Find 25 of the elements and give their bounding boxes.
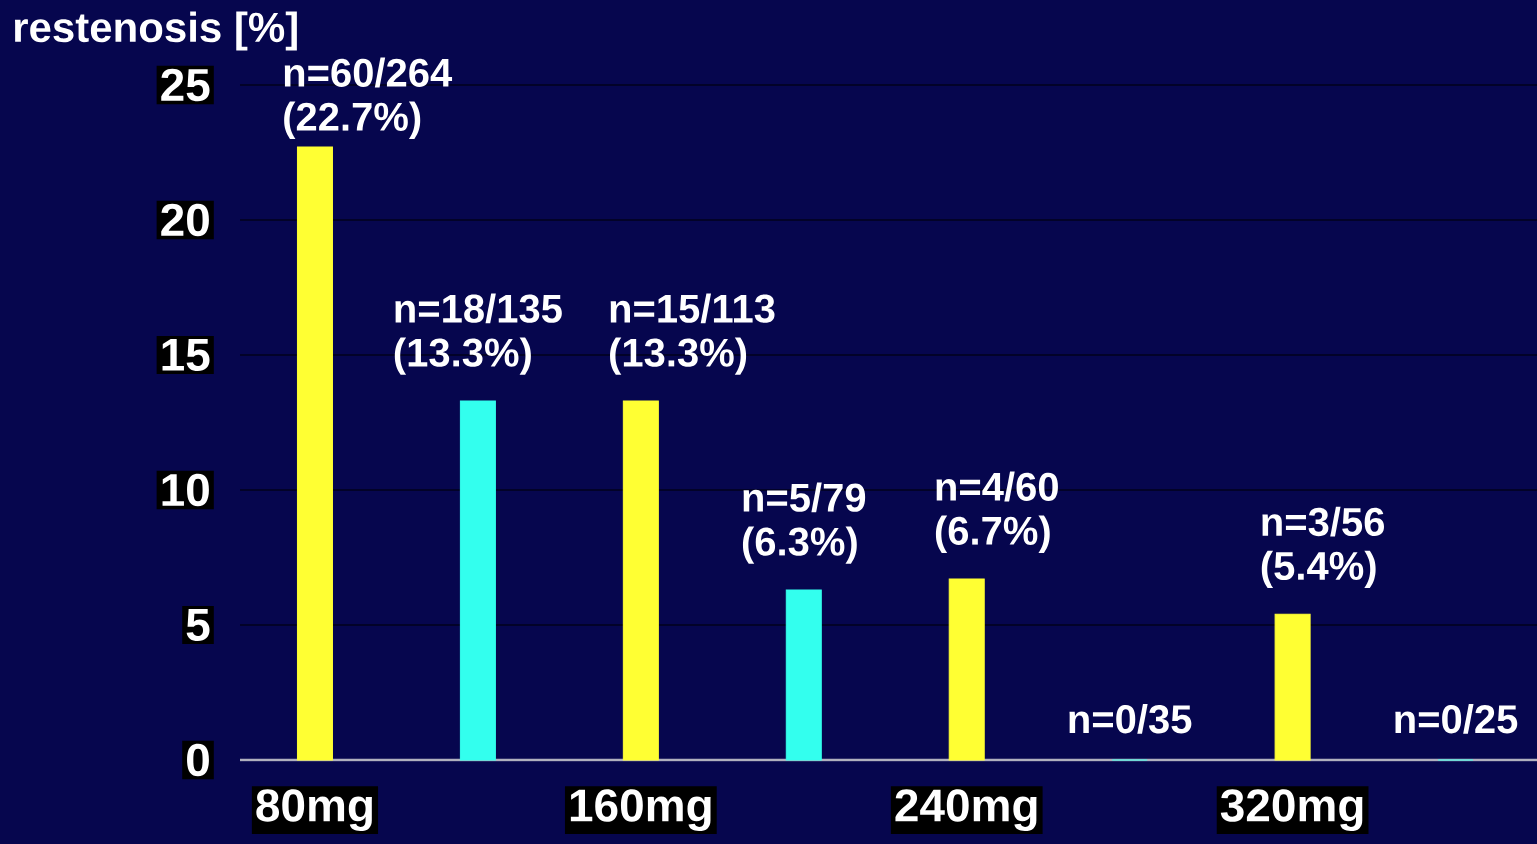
- data-label: n=4/60 (6.7%): [935, 471, 1058, 553]
- y-tick-label: 0: [187, 743, 209, 777]
- y-tick-label: 5: [186, 608, 210, 642]
- data-label: n=0/35: [1069, 704, 1192, 734]
- data-label: n=60/264 (22.7%): [284, 57, 453, 139]
- data-label: n=15/113 (13.3%): [610, 293, 775, 375]
- data-label: n=3/56 (5.4%): [1261, 506, 1385, 588]
- bar: [296, 146, 333, 761]
- bar: [785, 589, 822, 761]
- x-tick-label: 320mg: [1220, 789, 1363, 832]
- data-label: n=18/135 (13.3%): [394, 293, 562, 375]
- data-label: n=0/25: [1395, 704, 1518, 734]
- x-tick-label: 80mg: [256, 789, 372, 832]
- x-tick-label: 160mg: [570, 789, 711, 832]
- y-tick-label: 20: [161, 203, 209, 237]
- bar: [459, 400, 496, 761]
- bar: [622, 400, 659, 761]
- y-axis-title: restenosis [%]: [14, 11, 297, 51]
- bar: [948, 578, 985, 761]
- y-tick-label: 10: [162, 473, 209, 507]
- y-tick-label: 25: [161, 68, 210, 102]
- bar: [1274, 613, 1311, 761]
- x-tick-label: 240mg: [895, 789, 1037, 832]
- y-tick-label: 15: [162, 338, 210, 372]
- data-label: n=5/79 (6.3%): [742, 482, 866, 564]
